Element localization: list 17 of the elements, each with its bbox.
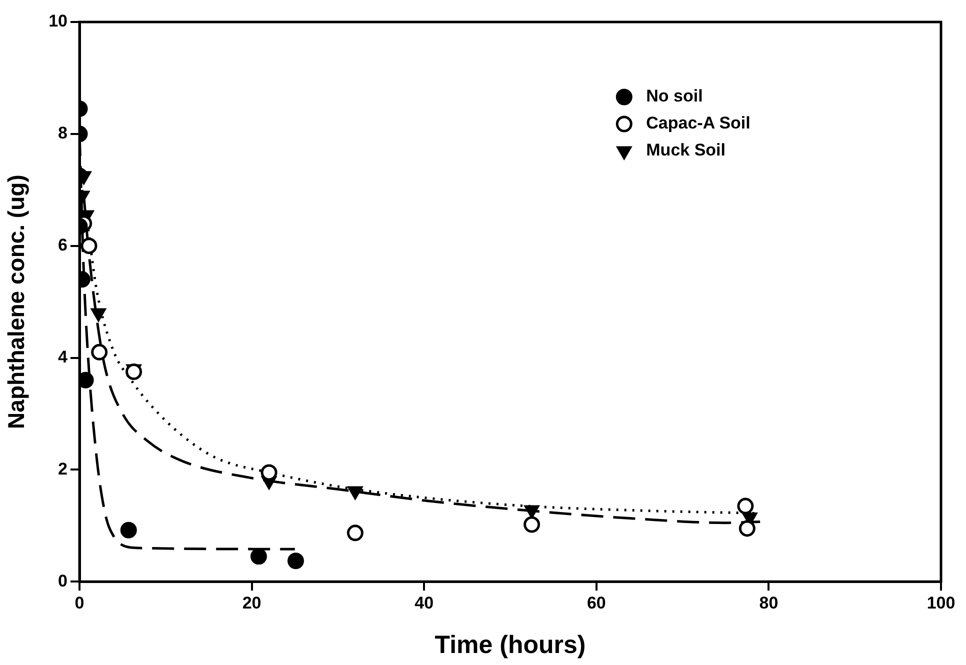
x-tick-label: 60	[586, 593, 606, 612]
x-tick-label: 20	[242, 593, 262, 612]
y-tick-label: 4	[58, 347, 68, 366]
y-tick-label: 6	[58, 236, 68, 255]
x-tick-label: 0	[74, 593, 84, 612]
y-axis-title: Naphthalene conc. (ug)	[3, 174, 30, 429]
legend-label: Capac-A Soil	[646, 114, 750, 133]
x-tick-label: 80	[759, 593, 778, 612]
y-tick-label: 2	[58, 459, 68, 478]
x-axis-title: Time (hours)	[434, 630, 586, 659]
legend-label: No soil	[646, 86, 703, 106]
y-tick-label: 0	[58, 571, 68, 590]
legend-label: Muck Soil	[646, 140, 726, 160]
y-tick-label: 8	[58, 124, 68, 143]
x-tick-label: 100	[926, 593, 956, 612]
y-tick-label: 10	[48, 12, 68, 31]
x-tick-label: 40	[414, 593, 434, 612]
